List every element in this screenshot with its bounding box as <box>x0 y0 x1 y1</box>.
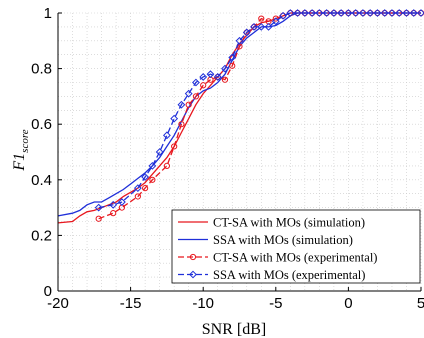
data-point <box>206 70 215 79</box>
data-point <box>192 78 200 87</box>
data-point <box>95 215 102 222</box>
data-point <box>109 200 118 209</box>
data-point <box>221 76 229 83</box>
data-point <box>192 93 200 100</box>
series-2 <box>57 12 421 217</box>
y-axis-label: F1score <box>11 129 31 171</box>
data-point <box>142 185 149 192</box>
x-axis-label: SNR [dB] <box>202 321 266 338</box>
data-point <box>170 114 179 123</box>
y-tick-label: 0 <box>44 283 52 300</box>
y-tick-label: 1 <box>44 5 52 22</box>
data-point <box>417 9 424 17</box>
legend: CT-SA with MOs (simulation) SSA with MOs … <box>171 209 421 284</box>
data-point <box>337 9 346 17</box>
legend-label: SSA with MOs (simulation) <box>213 233 353 247</box>
legend-entry-1: CT-SA with MOs (simulation) <box>178 216 365 230</box>
data-point <box>221 64 229 73</box>
data-point <box>229 62 236 69</box>
data-point <box>110 210 117 217</box>
series-group <box>57 9 424 224</box>
legend-box <box>171 209 421 284</box>
data-point <box>395 9 404 17</box>
x-tick-label: 5 <box>417 295 424 312</box>
data-point <box>388 9 396 17</box>
x-tick-label: -15 <box>120 295 142 312</box>
data-point <box>264 22 273 31</box>
data-point <box>228 53 237 62</box>
data-point <box>279 11 287 20</box>
series-line <box>98 12 421 209</box>
data-point <box>329 9 338 17</box>
data-point <box>258 15 265 22</box>
data-point <box>213 73 222 81</box>
legend-label: SSA with MOs (experimental) <box>213 268 365 282</box>
data-point <box>344 9 353 17</box>
data-point <box>351 9 360 17</box>
legend-entry-3: CT-SA with MOs (experimental) <box>178 251 377 265</box>
data-point <box>134 193 141 200</box>
y-axis-label-subscript: score <box>19 129 31 153</box>
data-point <box>199 73 208 81</box>
data-point <box>359 9 367 17</box>
axes <box>57 12 422 292</box>
data-point <box>409 9 418 17</box>
data-point <box>257 22 266 31</box>
data-point <box>235 36 244 45</box>
x-tick-label: -5 <box>269 295 282 312</box>
data-point <box>171 143 178 150</box>
series-line <box>57 12 421 217</box>
data-point <box>163 162 170 169</box>
data-point <box>141 173 150 181</box>
data-point <box>155 148 164 156</box>
x-tick-label: -10 <box>192 295 214 312</box>
data-point <box>117 198 126 206</box>
legend-marker <box>189 253 197 261</box>
legend-label: CT-SA with MOs (simulation) <box>213 216 365 230</box>
legend-marker <box>189 270 197 279</box>
x-tick-label: -20 <box>47 295 69 312</box>
data-point <box>149 176 156 183</box>
data-point <box>94 203 103 212</box>
legend-entry-2: SSA with MOs (simulation) <box>178 233 353 247</box>
data-point <box>148 161 157 170</box>
data-point <box>185 101 192 108</box>
data-point <box>133 184 142 193</box>
data-point <box>300 9 309 17</box>
series-4 <box>94 9 424 212</box>
data-point <box>322 9 331 17</box>
data-point <box>178 121 185 128</box>
series-line <box>98 12 421 220</box>
data-point <box>162 131 171 140</box>
data-point <box>380 9 389 17</box>
legend-entry-4: SSA with MOs (experimental) <box>178 268 365 282</box>
y-tick-label: 0.4 <box>31 172 52 189</box>
data-point <box>402 9 411 17</box>
legend-label: CT-SA with MOs (experimental) <box>213 251 377 265</box>
data-point <box>184 89 193 98</box>
y-tick-label: 0.6 <box>31 116 52 133</box>
x-tick-label: 0 <box>344 295 352 312</box>
data-point <box>366 9 375 17</box>
data-point <box>271 17 280 26</box>
data-point <box>250 22 258 31</box>
data-point <box>373 9 382 17</box>
tick-labels: -20 -15 -10 -5 0 5 0 0.2 0.4 0.6 0.8 1 <box>31 5 424 312</box>
data-point <box>200 82 207 89</box>
data-point <box>286 9 295 17</box>
y-tick-label: 0.8 <box>31 61 52 78</box>
y-tick-label: 0.2 <box>31 227 52 244</box>
data-point <box>177 100 186 109</box>
data-point <box>293 9 302 17</box>
y-axis-label-main: F1 <box>11 153 28 172</box>
data-point <box>242 28 251 37</box>
data-point <box>315 9 324 17</box>
data-point <box>308 9 317 17</box>
